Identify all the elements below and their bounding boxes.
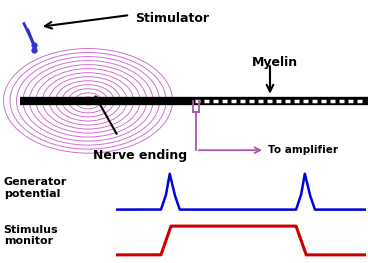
Text: To amplifier: To amplifier [268,145,338,155]
Text: Myelin: Myelin [252,56,298,69]
Text: Nerve ending: Nerve ending [93,149,187,162]
Text: Stimulator: Stimulator [135,12,209,25]
Text: Stimulus
monitor: Stimulus monitor [4,225,58,246]
Text: Generator
potential: Generator potential [4,177,67,199]
